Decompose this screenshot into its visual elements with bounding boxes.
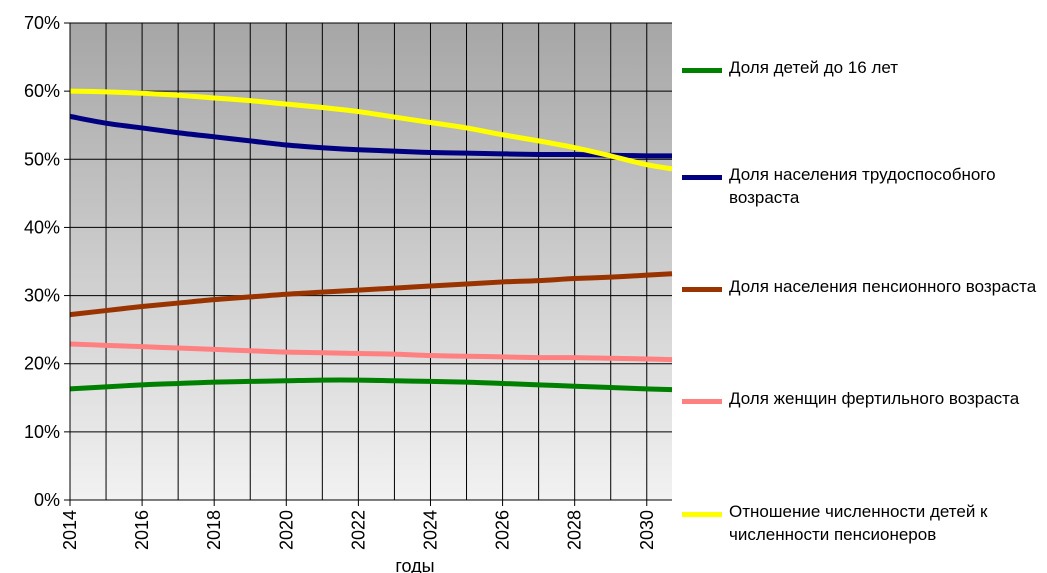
x-tick-label: 2026 xyxy=(493,510,513,550)
y-tick-label: 40% xyxy=(24,217,60,237)
plot-area xyxy=(70,23,672,500)
x-tick-label: 2024 xyxy=(420,510,440,550)
legend-label: Доля женщин фертильного возраста xyxy=(729,389,1020,408)
legend-label: Доля населения трудоспособного возраста xyxy=(729,165,996,207)
x-tick-label: 2014 xyxy=(60,510,80,550)
y-axis-ticks: 0% 10% 20% 30% 40% 50% 60% 70% xyxy=(24,13,70,510)
legend-label: Доля детей до 16 лет xyxy=(729,58,899,77)
series-line-4 xyxy=(69,341,673,363)
x-tick-label: 2028 xyxy=(565,510,585,550)
y-tick-label: 20% xyxy=(24,354,60,374)
series-line-3 xyxy=(69,271,673,318)
x-tick-label: 2016 xyxy=(132,510,152,550)
legend-label: Доля населения пенсионного возраста xyxy=(729,277,1037,296)
legend-swatch xyxy=(682,175,722,180)
y-tick-label: 10% xyxy=(24,422,60,442)
legend: Доля детей до 16 лет Доля населения труд… xyxy=(682,0,1047,573)
x-tick-label: 2020 xyxy=(276,510,296,550)
x-tick-label: 2018 xyxy=(204,510,224,550)
vertical-gridlines xyxy=(69,23,648,500)
x-axis-label: годы xyxy=(395,556,434,573)
y-tick-label: 0% xyxy=(34,490,60,510)
y-tick-label: 50% xyxy=(24,149,60,169)
legend-swatch xyxy=(682,512,722,517)
legend-label: Отношение численности детей к численност… xyxy=(729,502,988,544)
x-axis-ticks: 2014 2016 2018 2020 2022 2024 2026 2028 2030 xyxy=(60,500,657,550)
y-tick-label: 60% xyxy=(24,81,60,101)
series-line-5 xyxy=(69,88,673,172)
series-line-1 xyxy=(69,377,673,393)
legend-swatch xyxy=(682,399,722,404)
legend-swatch xyxy=(682,68,722,73)
series-lines xyxy=(69,88,673,393)
legend-swatch xyxy=(682,287,722,292)
y-tick-label: 70% xyxy=(24,13,60,33)
y-tick-label: 30% xyxy=(24,286,60,306)
x-tick-label: 2030 xyxy=(637,510,657,550)
series-line-2 xyxy=(69,113,673,159)
x-tick-label: 2022 xyxy=(348,510,368,550)
